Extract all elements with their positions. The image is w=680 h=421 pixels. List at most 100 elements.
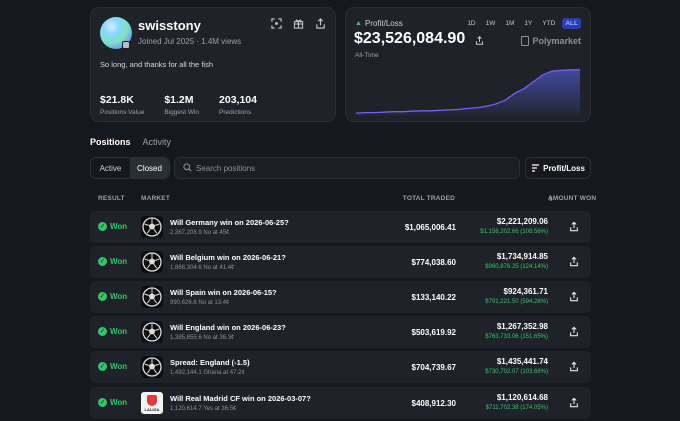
polymarket-brand: Polymarket [521, 36, 581, 46]
search-bar [174, 157, 520, 179]
profile-card: swisstony Joined Jul 2025 · 1.4M views S… [90, 7, 336, 122]
result-badge: ✓ Won [98, 362, 128, 371]
share-icon[interactable] [475, 36, 484, 45]
range-1d[interactable]: 1D [467, 20, 476, 27]
table-row[interactable]: ✓ Won Spread: England (-1.5) 1,492,144.1… [90, 351, 591, 383]
filter-active[interactable]: Active [99, 163, 122, 173]
soccer-ball-icon [141, 321, 163, 343]
check-circle-icon: ✓ [98, 362, 107, 371]
check-circle-icon: ✓ [98, 257, 107, 266]
username: swisstony [138, 18, 201, 33]
share-icon[interactable] [569, 397, 579, 408]
profile-meta: Joined Jul 2025 · 1.4M views [138, 37, 242, 46]
result-badge: ✓ Won [98, 398, 128, 407]
sort-chevron-icon: ⇕ [548, 196, 554, 203]
result-badge: ✓ Won [98, 222, 128, 231]
pnl-label: ▲ Profit/Loss [355, 19, 403, 28]
soccer-ball-icon [141, 286, 163, 308]
profile-actions [271, 18, 326, 29]
range-1y[interactable]: 1Y [524, 20, 533, 27]
table-row[interactable]: ✓ Won Will Germany win on 2026-06-25? 2,… [90, 211, 591, 243]
stat-positions-value: $21.8K Positions Value [100, 94, 145, 116]
sort-button[interactable]: Profit/Loss [525, 157, 591, 179]
amount-won: $1,267,352.98 [496, 322, 548, 331]
check-circle-icon: ✓ [98, 292, 107, 301]
profile-stats: $21.8K Positions Value $1.2M Biggest Win… [100, 94, 257, 116]
tab-activity[interactable]: Activity [142, 137, 172, 147]
amount-won: $1,734,914.85 [496, 252, 548, 261]
pnl-chart [355, 69, 580, 116]
amount-won: $1,120,614.68 [496, 393, 548, 402]
share-icon[interactable] [569, 221, 579, 232]
tab-positions[interactable]: Positions [90, 137, 131, 147]
tabs: Positions Activity [90, 137, 171, 147]
profit-gain: $763,733.06 (151.65%) [485, 334, 548, 340]
profit-gain: $1,156,202.66 (108.56%) [480, 229, 548, 235]
range-1w[interactable]: 1W [485, 20, 496, 27]
table-row[interactable]: ✓ Won Will England win on 2026-06-23? 1,… [90, 316, 591, 348]
amount-won: $2,221,209.06 [496, 217, 548, 226]
result-badge: ✓ Won [98, 327, 128, 336]
search-input[interactable] [196, 158, 496, 178]
range-all[interactable]: ALL [562, 18, 581, 29]
gift-icon[interactable] [293, 18, 304, 29]
table-header: RESULT MARKET TOTAL TRADED AMOUNT WON ⇕ [98, 195, 597, 203]
check-circle-icon: ✓ [98, 327, 107, 336]
header-market: MARKET [141, 195, 171, 202]
result-badge: ✓ Won [98, 292, 128, 301]
soccer-ball-icon [141, 216, 163, 238]
market-title[interactable]: Will Belgium win on 2026-06-21? [170, 253, 286, 262]
laliga-logo-icon: LALIGA [141, 392, 163, 414]
market-title[interactable]: Will England win on 2026-06-23? [170, 323, 286, 332]
soccer-ball-icon [141, 356, 163, 378]
status-filter: Active Closed [90, 157, 170, 179]
badge-icon [122, 41, 130, 49]
market-position: 1,385,855.6 No at 36.3¢ [170, 335, 235, 341]
bio: So long, and thanks for all the fish [100, 60, 213, 69]
view-count: 1.4M views [201, 37, 242, 46]
market-position: 1,492,144.1 Ghana at 47.2¢ [170, 370, 245, 376]
amount-won: $924,361.71 [503, 287, 549, 296]
range-selector: 1D 1W 1M 1Y YTD ALL [464, 18, 581, 29]
total-traded: $133,140.22 [411, 293, 457, 302]
header-result: RESULT [98, 195, 125, 202]
pnl-line [355, 69, 580, 114]
up-triangle-icon: ▲ [355, 20, 362, 27]
check-circle-icon: ✓ [98, 398, 107, 407]
market-title[interactable]: Will Germany win on 2026-06-25? [170, 218, 289, 227]
period-label: All-Time [355, 52, 379, 59]
amount-won: $1,435,441.74 [496, 357, 548, 366]
table-row[interactable]: ✓ Won Will Spain win on 2026-06-15? 990,… [90, 281, 591, 313]
share-icon[interactable] [569, 361, 579, 372]
pnl-card: ▲ Profit/Loss 1D 1W 1M 1Y YTD ALL $23,52… [345, 7, 591, 122]
share-icon[interactable] [315, 18, 326, 29]
check-circle-icon: ✓ [98, 222, 107, 231]
market-title[interactable]: Will Spain win on 2026-06-15? [170, 288, 277, 297]
market-title[interactable]: Will Real Madrid CF win on 2026-03-07? [170, 394, 311, 403]
share-icon[interactable] [569, 326, 579, 337]
table-row[interactable]: ✓ Won LALIGA Will Real Madrid CF win on … [90, 387, 591, 419]
profit-gain: $711,702.38 (174.05%) [485, 405, 548, 411]
total-traded: $503,619.92 [411, 328, 457, 337]
share-icon[interactable] [569, 291, 579, 302]
market-title[interactable]: Spread: England (-1.5) [170, 358, 250, 367]
total-traded: $774,038.60 [411, 258, 457, 267]
range-ytd[interactable]: YTD [542, 20, 556, 27]
total-traded: $408,912.30 [411, 399, 457, 408]
market-position: 2,367,206.9 No at 45¢ [170, 230, 230, 236]
range-1m[interactable]: 1M [505, 20, 515, 27]
crosshair-icon[interactable] [271, 18, 282, 29]
share-icon[interactable] [569, 256, 579, 267]
polymarket-logo-icon [521, 36, 530, 46]
filter-closed[interactable]: Closed [130, 158, 169, 178]
profit-gain: $791,221.50 (594.28%) [485, 299, 548, 305]
soccer-ball-icon [141, 251, 163, 273]
profit-gain: $730,702.07 (103.68%) [485, 369, 548, 375]
market-position: 1,120,614.7 Yes at 36.5¢ [170, 406, 237, 412]
header-total-traded: TOTAL TRADED [402, 195, 455, 202]
market-position: 1,868,304.6 No at 41.4¢ [170, 265, 235, 271]
result-badge: ✓ Won [98, 257, 128, 266]
total-traded: $1,065,006.41 [404, 223, 456, 232]
table-row[interactable]: ✓ Won Will Belgium win on 2026-06-21? 1,… [90, 246, 591, 278]
joined-date: Joined Jul 2025 [138, 37, 195, 46]
